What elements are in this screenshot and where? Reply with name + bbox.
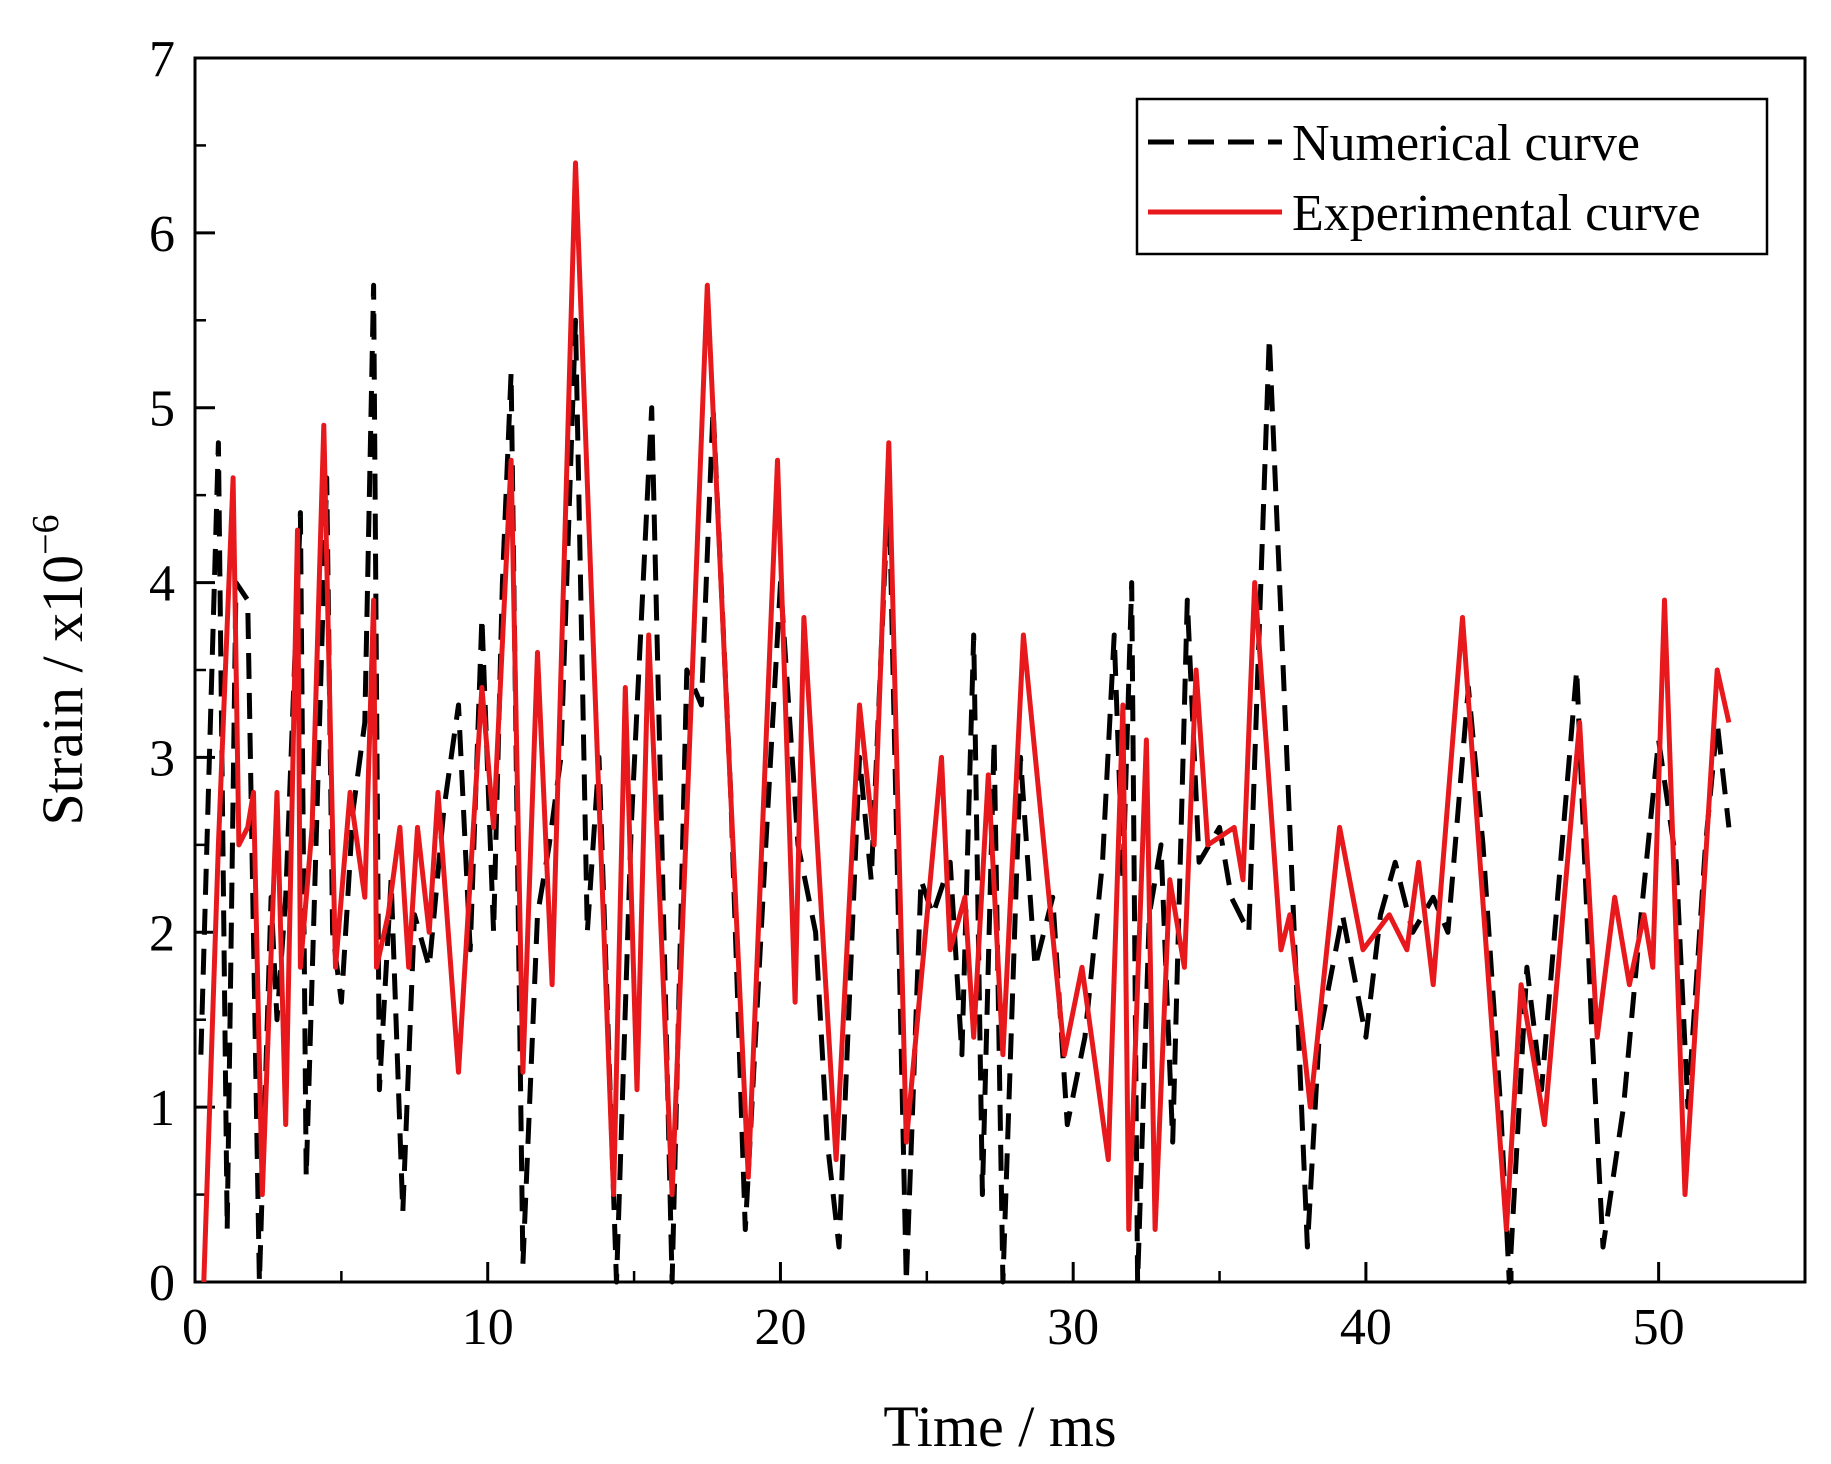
legend: Numerical curve Experimental curve	[1135, 97, 1769, 256]
legend-box	[1135, 97, 1769, 256]
series-layer	[198, 160, 1732, 1285]
y-tick-label: 4	[149, 556, 175, 613]
y-axis-title: Strain / x10−6	[25, 514, 95, 825]
x-tick-label: 40	[1340, 1299, 1392, 1356]
x-tick-label: 10	[462, 1299, 514, 1356]
y-tick-label: 6	[149, 206, 175, 263]
x-tick-label: 30	[1047, 1299, 1099, 1356]
legend-label-experimental: Experimental curve	[1292, 185, 1701, 242]
y-tick-label: 7	[149, 31, 175, 88]
y-axis-ticks: 0 1 2 3 4 5 6 7	[149, 31, 215, 1312]
y-tick-label: 0	[149, 1255, 175, 1312]
x-tick-label: 50	[1633, 1299, 1685, 1356]
y-tick-label: 2	[149, 905, 175, 962]
legend-label-numerical: Numerical curve	[1292, 115, 1640, 172]
x-axis-ticks: 0 10 20 30 40 50	[182, 1262, 1685, 1356]
y-tick-label: 1	[149, 1080, 175, 1137]
x-tick-label: 20	[754, 1299, 806, 1356]
numerical-curve-line	[198, 282, 1732, 1285]
y-tick-label: 3	[149, 730, 175, 787]
x-tick-label: 0	[182, 1299, 208, 1356]
experimental-curve-line	[201, 160, 1732, 1283]
y-axis-title-base: Strain / x10	[30, 555, 95, 826]
y-axis-title-exponent: −6	[25, 514, 67, 554]
x-axis-title: Time / ms	[883, 1394, 1116, 1459]
y-tick-label: 5	[149, 381, 175, 438]
